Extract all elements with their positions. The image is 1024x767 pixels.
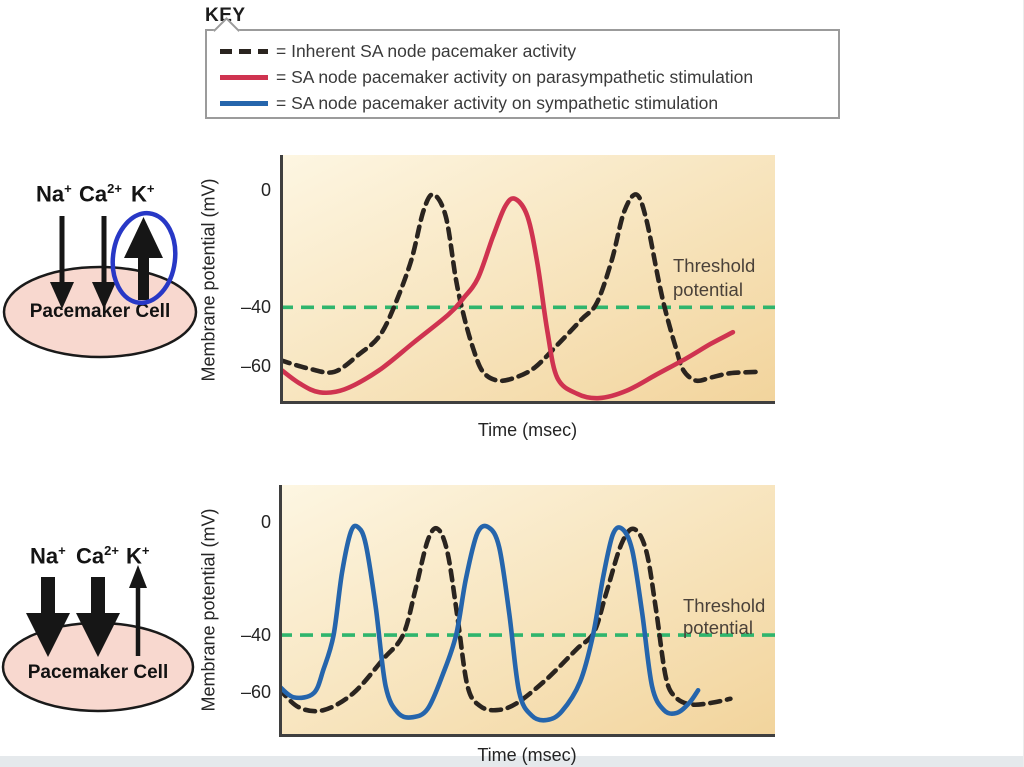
ion-label-na: Na+ xyxy=(36,181,72,207)
legend-label: = SA node pacemaker activity on parasymp… xyxy=(276,66,754,87)
y-tick-label: –40 xyxy=(240,297,271,318)
slide-footer-strip xyxy=(0,756,1023,767)
na-down-arrow-shaft xyxy=(41,577,55,617)
plot-background xyxy=(280,155,775,404)
k-up-arrowhead-icon xyxy=(129,565,147,588)
key-title: KEY xyxy=(205,5,246,26)
legend-row-parasympathetic: = SA node pacemaker activity on parasymp… xyxy=(220,64,838,90)
legend-label: = Inherent SA node pacemaker activity xyxy=(276,40,577,61)
ion-label-ca: Ca2+ xyxy=(79,181,122,207)
membrane-potential-chart-parasympathetic: Threshold potential xyxy=(280,155,775,404)
ion-arrows xyxy=(50,216,163,309)
y-tick-label: –60 xyxy=(240,681,271,702)
k-up-arrowhead-icon xyxy=(124,217,163,258)
ion-label-k: K+ xyxy=(131,181,155,207)
cell-label: Pacemaker Cell xyxy=(28,662,169,683)
threshold-label: Threshold xyxy=(683,595,765,616)
inherent-activity-curve xyxy=(280,192,763,384)
legend-label: = SA node pacemaker activity on sympathe… xyxy=(276,92,719,113)
legend-row-inherent: = Inherent SA node pacemaker activity xyxy=(220,38,838,64)
ion-arrows xyxy=(26,565,147,657)
x-axis-title: Time (msec) xyxy=(477,745,577,765)
na-arrowhead-icon xyxy=(50,282,74,309)
ca-down-arrow-shaft xyxy=(91,577,105,617)
y-tick-label: –60 xyxy=(240,355,271,376)
ca-arrowhead-icon xyxy=(92,282,116,309)
pacemaker-cell-figure-parasympathetic: Pacemaker Cell Na+ Ca2+ K+ xyxy=(0,170,200,370)
na-arrowhead-icon xyxy=(26,613,70,657)
y-axis-title: Membrane potential (mV) xyxy=(198,178,219,382)
parasympathetic-curve xyxy=(280,196,736,401)
ca-arrowhead-icon xyxy=(76,613,120,657)
pacemaker-cell-figure-sympathetic: Pacemaker Cell Na+ Ca2+ K+ xyxy=(0,520,200,720)
ion-label-k: K+ xyxy=(126,543,150,569)
threshold-label: potential xyxy=(683,617,753,638)
legend-row-sympathetic: = SA node pacemaker activity on sympathe… xyxy=(220,90,838,116)
ion-label-na: Na+ xyxy=(30,543,66,569)
k-up-arrow-shaft xyxy=(138,254,149,300)
x-axis-title: Time (msec) xyxy=(477,420,578,440)
ion-label-ca: Ca2+ xyxy=(76,543,119,569)
y-tick-label: 0 xyxy=(260,511,271,532)
y-tick-label: 0 xyxy=(260,180,271,201)
key-box: = Inherent SA node pacemaker activity = … xyxy=(205,17,840,119)
pacemaker-cell-drawing: Pacemaker Cell xyxy=(1,565,195,713)
pacemaker-cell-drawing: Pacemaker Cell xyxy=(2,210,198,359)
threshold-label: Threshold xyxy=(673,255,755,276)
threshold-label: potential xyxy=(673,279,743,300)
cell-label: Pacemaker Cell xyxy=(30,301,171,322)
y-tick-label: –40 xyxy=(240,625,271,646)
sympathetic-curve xyxy=(279,523,701,723)
blue-line-icon xyxy=(220,100,268,106)
red-line-icon xyxy=(220,74,268,80)
annotation-circle-icon xyxy=(110,210,178,306)
inherent-activity-curve xyxy=(279,526,733,714)
dashed-line-icon xyxy=(220,48,268,54)
